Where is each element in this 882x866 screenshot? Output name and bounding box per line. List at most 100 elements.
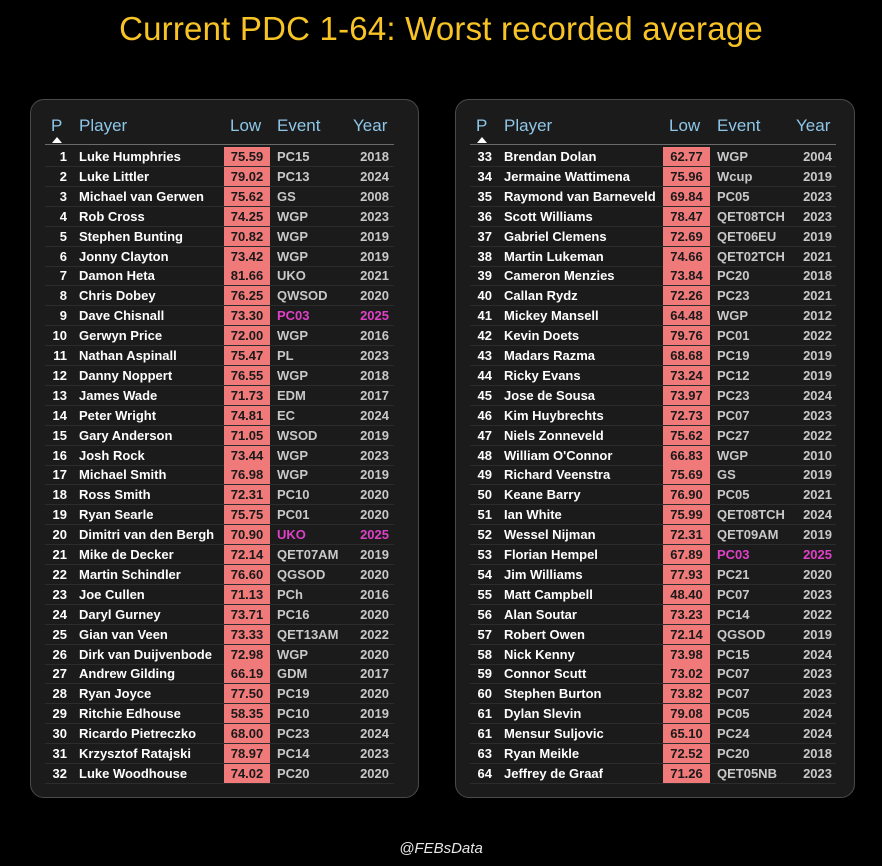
player-name: Ritchie Edhouse bbox=[79, 706, 181, 722]
table-row: 27 Andrew Gilding 66.19 GDM 2017 bbox=[31, 664, 418, 685]
player-name: Danny Noppert bbox=[79, 367, 173, 383]
low-average-cell: 72.52 bbox=[663, 744, 710, 764]
year-cell: 2023 bbox=[360, 208, 389, 224]
row-divider bbox=[45, 603, 394, 605]
event-cell: WGP bbox=[277, 646, 309, 662]
table-row: 47 Niels Zonneveld 75.62 PC27 2022 bbox=[456, 425, 854, 446]
event-cell: QGSOD bbox=[717, 626, 766, 642]
event-cell: PC27 bbox=[717, 427, 750, 443]
player-name: Alan Soutar bbox=[504, 606, 577, 622]
table-row: 9 Dave Chisnall 73.30 PC03 2025 bbox=[31, 306, 418, 327]
column-header-event[interactable]: Event bbox=[717, 116, 761, 135]
player-name: Gian van Veen bbox=[79, 626, 168, 642]
low-average-cell: 71.05 bbox=[224, 425, 270, 446]
column-header-low[interactable]: Low bbox=[669, 116, 701, 135]
low-average-cell: 75.99 bbox=[663, 505, 710, 526]
year-cell: 2020 bbox=[360, 507, 389, 523]
column-header-year[interactable]: Year bbox=[796, 116, 831, 135]
row-divider bbox=[470, 484, 836, 486]
row-divider bbox=[470, 583, 836, 585]
event-cell: PC05 bbox=[717, 706, 750, 722]
row-divider bbox=[470, 743, 836, 745]
event-cell: PC23 bbox=[277, 726, 310, 742]
row-divider bbox=[45, 723, 394, 725]
rank-cell: 8 bbox=[59, 288, 67, 304]
event-cell: UKO bbox=[277, 268, 306, 284]
year-cell: 2017 bbox=[360, 666, 389, 682]
row-divider bbox=[45, 265, 394, 267]
column-header-rank[interactable]: P bbox=[51, 116, 63, 135]
rank-cell: 37 bbox=[477, 228, 492, 244]
event-cell: PC07 bbox=[717, 666, 750, 682]
year-cell: 2019 bbox=[803, 367, 832, 383]
low-average-cell: 75.62 bbox=[224, 186, 270, 207]
low-average-cell: 64.48 bbox=[663, 306, 710, 327]
event-cell: PC01 bbox=[717, 328, 750, 344]
table-row: 5 Stephen Bunting 70.82 WGP 2019 bbox=[31, 226, 418, 247]
column-header-year[interactable]: Year bbox=[353, 116, 388, 135]
column-header-low[interactable]: Low bbox=[230, 116, 262, 135]
player-name: Jermaine Wattimena bbox=[504, 168, 630, 184]
player-name: Andrew Gilding bbox=[79, 666, 176, 682]
player-name: Matt Campbell bbox=[504, 586, 593, 602]
event-cell: PC19 bbox=[277, 686, 310, 702]
table-row: 54 Jim Williams 77.93 PC21 2020 bbox=[456, 564, 854, 585]
row-divider bbox=[45, 225, 394, 227]
year-cell: 2020 bbox=[360, 288, 389, 304]
event-cell: QET09AM bbox=[717, 527, 779, 543]
rank-cell: 30 bbox=[52, 726, 67, 742]
player-name: Luke Littler bbox=[79, 168, 150, 184]
event-cell: PC23 bbox=[717, 288, 750, 304]
year-cell: 2016 bbox=[360, 328, 389, 344]
low-average-cell: 72.14 bbox=[663, 624, 710, 645]
table-row: 58 Nick Kenny 73.98 PC15 2024 bbox=[456, 644, 854, 665]
year-cell: 2024 bbox=[803, 726, 832, 742]
table-row: 6 Jonny Clayton 73.42 WGP 2019 bbox=[31, 246, 418, 267]
table-row: 15 Gary Anderson 71.05 WSOD 2019 bbox=[31, 425, 418, 446]
row-divider bbox=[470, 325, 836, 327]
page-title: Current PDC 1-64: Worst recorded average bbox=[119, 10, 763, 47]
rank-cell: 19 bbox=[52, 507, 67, 523]
table-row: 60 Stephen Burton 73.82 PC07 2023 bbox=[456, 684, 854, 705]
year-cell: 2018 bbox=[360, 149, 389, 164]
low-average-cell: 48.40 bbox=[663, 584, 710, 605]
column-header-rank[interactable]: P bbox=[476, 116, 488, 135]
player-name: Stephen Bunting bbox=[79, 228, 183, 244]
low-average-cell: 74.66 bbox=[663, 246, 710, 267]
sort-ascending-icon bbox=[52, 137, 62, 143]
player-name: Luke Woodhouse bbox=[79, 765, 188, 781]
year-cell: 2024 bbox=[803, 646, 832, 662]
low-average-cell: 75.59 bbox=[224, 147, 270, 167]
year-cell: 2020 bbox=[360, 765, 389, 781]
year-cell: 2025 bbox=[803, 547, 832, 562]
rank-cell: 25 bbox=[52, 626, 67, 642]
row-divider bbox=[470, 166, 836, 167]
low-average-cell: 62.77 bbox=[663, 147, 710, 167]
rank-cell: 55 bbox=[477, 586, 492, 602]
table-row: 31 Krzysztof Ratajski 78.97 PC14 2023 bbox=[31, 744, 418, 764]
player-name: Jonny Clayton bbox=[79, 248, 169, 264]
rank-cell: 39 bbox=[477, 268, 492, 284]
player-name: Mike de Decker bbox=[79, 547, 174, 562]
low-average-cell: 73.23 bbox=[663, 604, 710, 625]
rank-cell: 4 bbox=[59, 208, 67, 224]
year-cell: 2018 bbox=[360, 367, 389, 383]
low-average-cell: 79.76 bbox=[663, 326, 710, 347]
column-header-event[interactable]: Event bbox=[277, 116, 321, 135]
low-average-cell: 74.81 bbox=[224, 405, 270, 426]
event-cell: QET06EU bbox=[717, 228, 777, 244]
column-header-player[interactable]: Player bbox=[504, 116, 553, 135]
low-average-cell: 69.84 bbox=[663, 186, 710, 207]
player-name: Peter Wright bbox=[79, 407, 157, 423]
event-cell: QET05NB bbox=[717, 765, 777, 781]
low-average-cell: 72.14 bbox=[224, 545, 270, 565]
year-cell: 2022 bbox=[803, 328, 832, 344]
column-header-player[interactable]: Player bbox=[79, 116, 128, 135]
player-name: Kevin Doets bbox=[504, 328, 580, 344]
year-cell: 2020 bbox=[803, 566, 832, 582]
rank-cell: 29 bbox=[52, 706, 67, 722]
low-average-cell: 77.50 bbox=[224, 684, 270, 705]
table-row: 38 Martin Lukeman 74.66 QET02TCH 2021 bbox=[456, 246, 854, 267]
rank-cell: 27 bbox=[52, 666, 67, 682]
row-divider bbox=[470, 504, 836, 506]
